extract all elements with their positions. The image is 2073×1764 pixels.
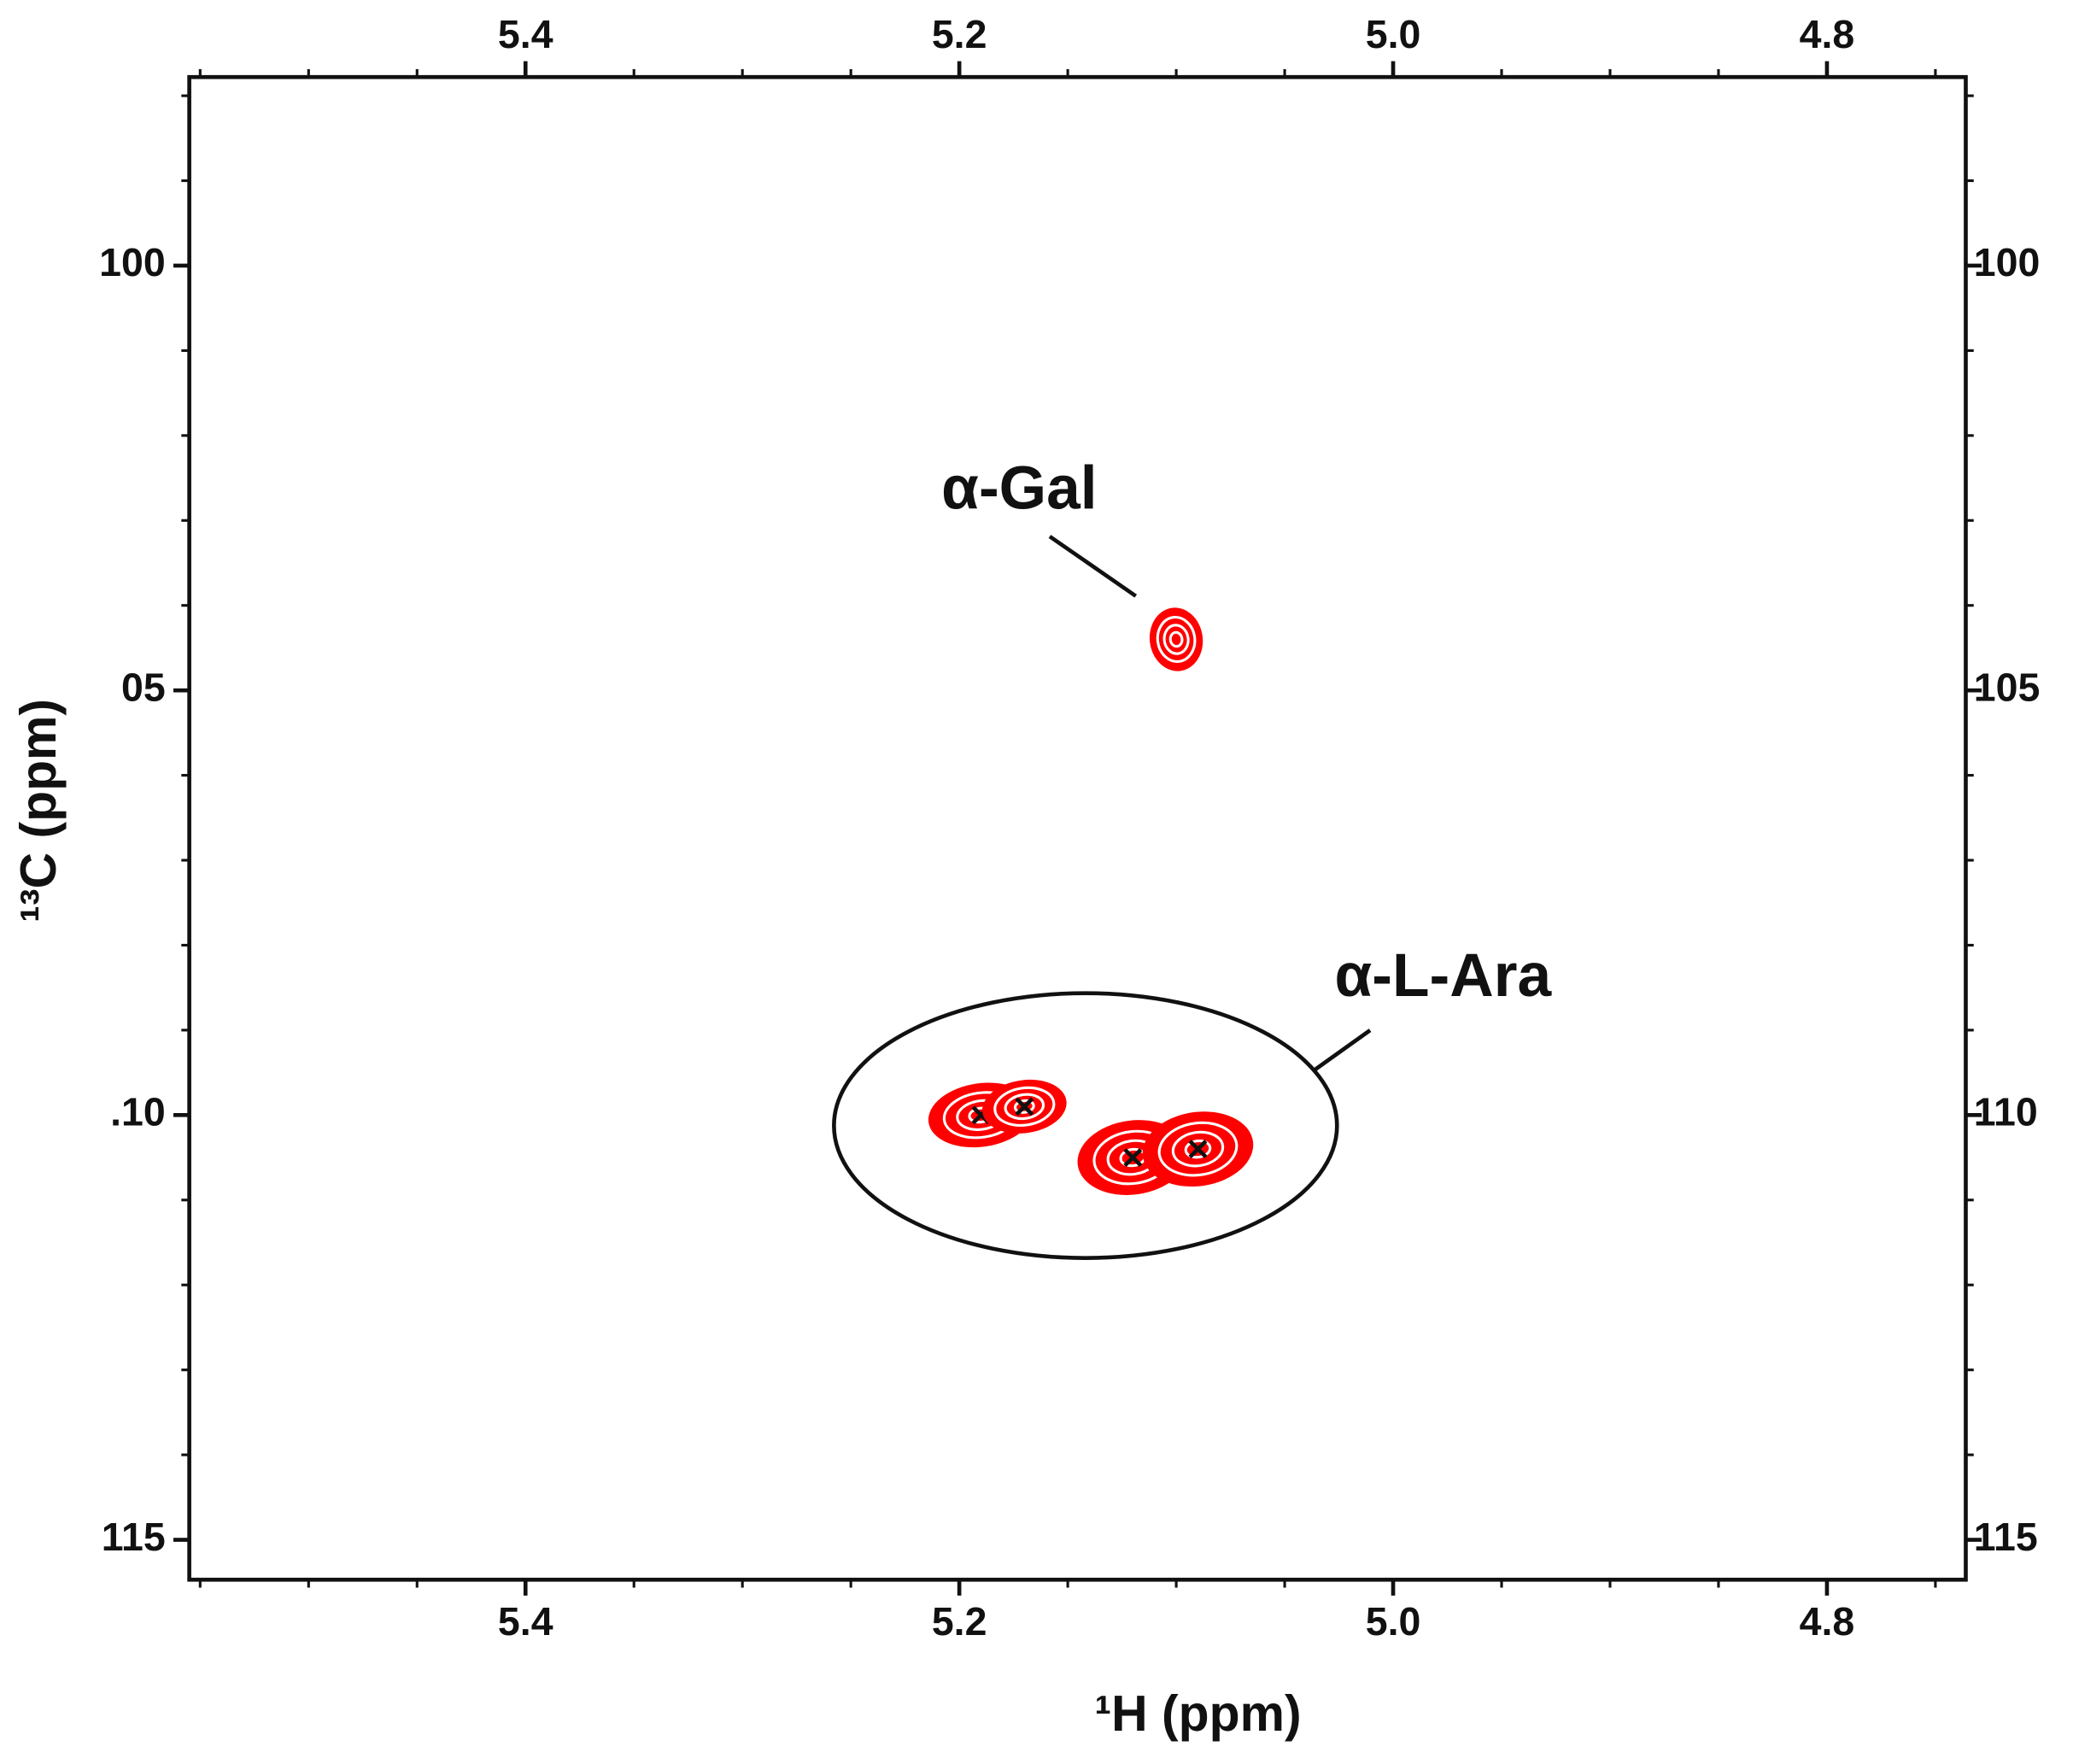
y-tick-label: 100 <box>99 240 166 284</box>
annotation-leader <box>1048 535 1138 598</box>
x-tick-label-top: 4.8 <box>1800 12 1855 56</box>
group-ellipse <box>832 991 1339 1260</box>
x-tick-label-top: 5.4 <box>498 12 553 56</box>
peak-cross <box>1015 1097 1034 1116</box>
x-tick-label-top: 5.2 <box>932 12 987 56</box>
y-axis-label: ¹³C (ppm) <box>11 699 67 923</box>
y-tick-label: .10 <box>110 1090 166 1134</box>
x-tick-label: 5.0 <box>1366 1599 1421 1644</box>
x-tick-label: 5.4 <box>498 1599 553 1644</box>
y2-tick-label: 115 <box>1974 1515 2038 1559</box>
contour-ring <box>1004 1093 1045 1121</box>
peak-cross <box>1188 1140 1208 1159</box>
contour-ring <box>1171 1130 1225 1168</box>
contour-ring <box>993 1086 1056 1127</box>
plot-frame <box>187 74 1968 1582</box>
x-tick-label: 5.2 <box>932 1599 987 1644</box>
x-tick-label-top: 5.0 <box>1366 12 1421 56</box>
contour-ring <box>1013 1099 1035 1114</box>
annotation: α-Gal <box>941 454 1097 523</box>
y-tick-label: 05 <box>121 665 166 709</box>
contour-ring <box>1184 1139 1212 1159</box>
contour-ring <box>1156 615 1197 663</box>
y2-tick-label: 110 <box>1974 1090 2038 1134</box>
y2-tick-label: 100 <box>1974 240 2041 284</box>
annotation-leader <box>1313 1029 1372 1072</box>
x-tick-label: 4.8 <box>1800 1599 1855 1644</box>
peak-contour <box>1149 607 1203 671</box>
contour-ring <box>1162 624 1190 655</box>
y-tick-label: 115 <box>102 1515 166 1559</box>
x-axis-label: ¹H (ppm) <box>1095 1686 1302 1742</box>
y2-tick-label: 105 <box>1974 665 2041 709</box>
contour-ring <box>1157 1121 1239 1177</box>
annotation: α-L-Ara <box>1334 941 1552 1010</box>
peak-cross <box>1123 1148 1143 1167</box>
contour-ring <box>1168 630 1184 648</box>
